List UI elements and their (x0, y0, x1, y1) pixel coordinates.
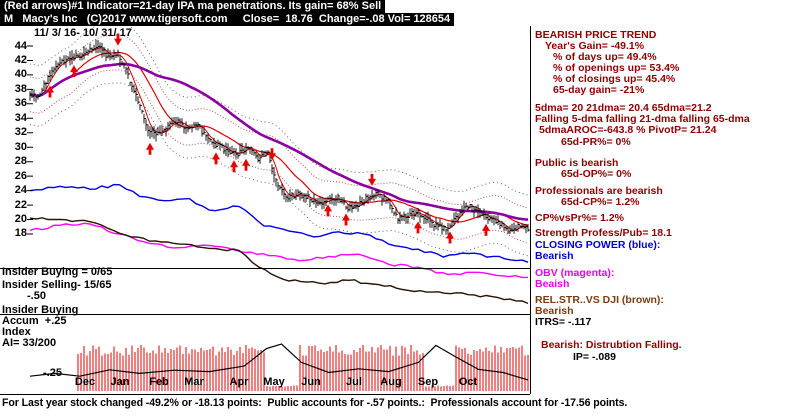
stat-line-7: Falling 5-dma falling 21-dma falling 65-… (535, 113, 750, 125)
stat-line-19: Beaish (535, 278, 570, 290)
up-arrow-4 (230, 160, 239, 173)
stat-line-17: Bearish (535, 250, 574, 262)
up-arrow-2 (146, 142, 155, 155)
month-label-mar: Mar (184, 376, 204, 388)
up-arrow-0 (46, 85, 54, 98)
price-label-34: 34 (14, 112, 27, 124)
price-label-30: 30 (14, 141, 27, 153)
stat-line-6: 5dma= 20 21dma= 20.4 65dma=21.2 (535, 102, 712, 114)
price-label-44: 44 (14, 40, 27, 52)
stat-line-13: 65d-CP%= 1.2% (561, 196, 640, 208)
accum-index-title-line1: Insider Buying (2, 304, 79, 316)
stat-line-14: CP%vsPr%= 1.2% (535, 212, 625, 224)
ma5-line (29, 47, 529, 231)
stat-line-3: % of openings up= 53.4% (553, 62, 680, 74)
stats-panel: BEARISH PRICE TREND Year's Gain= -49.1%% … (535, 0, 800, 419)
stat-line-8: 5dmaAROC=-643.8 % PivotP= 21.24 (539, 124, 717, 136)
price-bars (29, 39, 530, 235)
up-arrow-6 (324, 204, 332, 217)
ma21-line (29, 51, 529, 227)
indicator-header: (Red arrows)#1 Indicator=21-day IPA ma p… (0, 0, 386, 13)
outer-upper-band-line (29, 21, 529, 196)
up-arrow-10 (482, 223, 490, 236)
stat-line-2: % of days up= 49.4% (553, 51, 657, 63)
price-label-26: 26 (14, 170, 27, 182)
stat-line-1: Year's Gain= -49.1% (545, 40, 645, 52)
stat-line-11: 65d-OP%= 0% (561, 168, 632, 180)
stat-line-12: Professionals are bearish (535, 185, 663, 197)
up-arrow-8 (414, 221, 422, 234)
price-label-42: 42 (14, 54, 27, 66)
price-label-38: 38 (14, 83, 27, 95)
accum-index-title-line2: Accum +.25 (2, 315, 67, 327)
ai-value-label: AI= 33/200 (2, 337, 57, 349)
quote-header: M Macy's Inc (C)2017 www.tigersoft.com C… (0, 13, 455, 26)
price-label-20: 20 (14, 213, 27, 225)
obv-line (29, 222, 528, 279)
rel-str-vs-dji-line (29, 217, 529, 305)
summary-line: For Last year stock changed -49.2% or -1… (2, 397, 628, 409)
stat-line-18: OBV (magenta): (535, 267, 615, 279)
stat-line-21: Bearish (535, 305, 574, 317)
month-label-jan: Jan (110, 376, 130, 388)
up-arrow-3 (212, 152, 221, 165)
ma65-line (29, 62, 529, 221)
stat-line-5: 65-day gain= -21% (553, 84, 645, 96)
up-arrow-1 (70, 65, 78, 78)
insider-selling-label: Insider Selling- 15/65 (2, 279, 112, 291)
ai-scale-label: -.25 (43, 367, 62, 379)
upper-band-line (29, 34, 529, 209)
quote-header-text: M Macy's Inc (C)2017 www.tigersoft.com C… (4, 13, 451, 25)
stat-line-20: REL.STR..VS DJI (brown): (535, 294, 664, 306)
up-arrow-9 (446, 231, 454, 244)
outer-lower-band-line (29, 82, 529, 257)
indicator-header-text: (Red arrows)#1 Indicator=21-day IPA ma p… (4, 0, 382, 12)
stat-line-15: Strength Profess/Pub= 18.1 (535, 227, 672, 239)
price-label-22: 22 (14, 199, 27, 211)
month-label-sep: Sep (417, 376, 439, 388)
price-label-36: 36 (14, 97, 27, 109)
accum-index-title-line3: Index (2, 326, 31, 338)
cp-scale-label: -.50 (27, 290, 46, 302)
stat-line-24: IP= -.089 (573, 351, 616, 363)
section-dividers (0, 26, 531, 395)
month-label-may: May (263, 376, 285, 388)
price-label-40: 40 (14, 68, 27, 80)
insider-buying-label: Insider Buying = 0/65 (2, 266, 113, 278)
month-label-feb: Feb (149, 376, 169, 388)
stat-line-0: BEARISH PRICE TREND (535, 29, 657, 41)
date-range-label: 11/ 3/ 16- 10/ 31/ 17 (34, 27, 132, 39)
up-arrow-7 (342, 213, 350, 226)
price-label-28: 28 (14, 155, 27, 167)
down-arrow-13 (368, 173, 376, 186)
price-label-32: 32 (14, 126, 27, 138)
price-label-24: 24 (14, 184, 27, 196)
price-label-18: 18 (14, 227, 27, 239)
stat-line-16: CLOSING POWER (blue): (535, 239, 661, 251)
stat-line-22: ITRS= -.117 (535, 316, 592, 328)
down-arrow-11 (114, 33, 122, 46)
stat-line-4: % of closings up= 45.4% (553, 73, 676, 85)
down-arrow-12 (268, 148, 276, 161)
ai-line (29, 343, 529, 381)
up-arrow-5 (242, 158, 251, 171)
closing-power-line (29, 183, 529, 263)
stat-line-10: Public is bearish (535, 157, 619, 169)
lower-band-line (29, 69, 529, 244)
month-label-apr: Apr (229, 376, 249, 388)
month-label-aug: Aug (380, 376, 402, 388)
price-axis-ticks (27, 45, 33, 235)
month-label-jun: Jun (301, 376, 321, 388)
month-label-oct: Oct (458, 376, 478, 388)
month-label-jul: Jul (346, 376, 362, 388)
month-label-dec: Dec (74, 376, 96, 388)
stat-line-9: 65d-PR%= 0% (561, 136, 631, 148)
stat-line-23: Bearish: Distrubtion Falling. (541, 339, 682, 351)
